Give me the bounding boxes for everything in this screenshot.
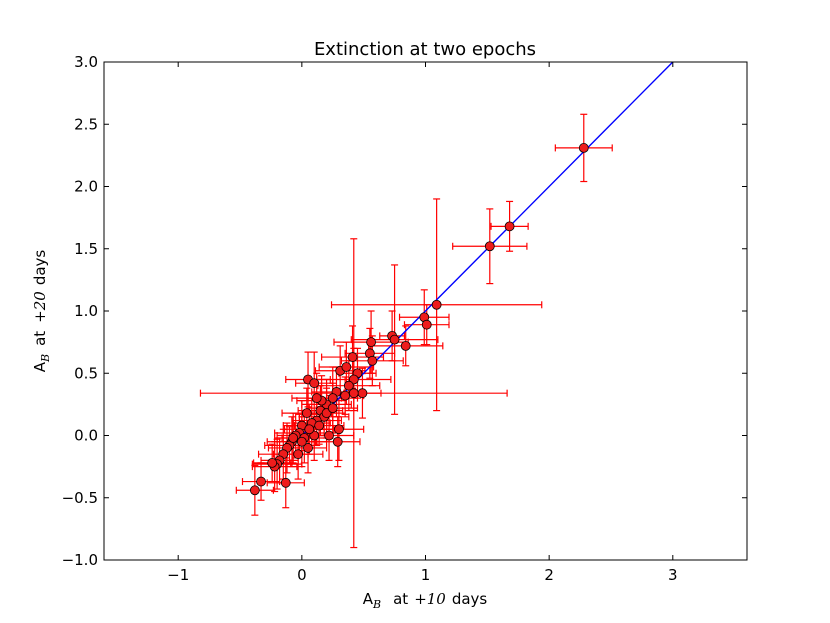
data-point: [343, 380, 354, 391]
data-point: [389, 334, 400, 345]
data-point: [256, 476, 266, 487]
y-axis-label: ABat+20days: [31, 250, 52, 373]
y-tick-label: 0.0: [74, 427, 98, 445]
data-point: [421, 319, 432, 330]
data-point: [304, 424, 315, 435]
chart-title: Extinction at two epochs: [314, 39, 536, 60]
data-point: [341, 362, 352, 372]
data-point: [309, 378, 320, 389]
y-tick-label: 1.5: [74, 240, 98, 258]
plot-area: [199, 61, 674, 549]
data-point: [340, 390, 351, 401]
data-point: [504, 221, 515, 232]
x-tick-label: 0: [297, 566, 307, 584]
data-point: [301, 408, 312, 418]
x-axis-label: AB at +10 days: [363, 590, 488, 611]
data-point: [311, 393, 322, 404]
data-point: [400, 340, 411, 351]
x-tick-label: 3: [668, 566, 678, 584]
data-point: [293, 449, 304, 460]
y-tick-label: 2.5: [74, 115, 98, 133]
x-tick-label: 2: [544, 566, 554, 584]
y-tick-label: −0.5: [62, 489, 98, 507]
data-point: [314, 420, 325, 431]
data-point: [327, 403, 338, 414]
data-point: [348, 388, 359, 399]
data-point: [431, 299, 442, 310]
data-point: [327, 393, 338, 404]
data-point: [347, 352, 358, 362]
y-tick-label: 3.0: [74, 53, 98, 71]
data-point: [484, 241, 495, 252]
x-tick-label: −1: [167, 566, 189, 584]
data-point: [267, 457, 278, 468]
data-point: [578, 143, 589, 153]
y-tick-label: 1.0: [74, 302, 98, 320]
x-tick-label: 1: [421, 566, 431, 584]
data-point: [296, 436, 307, 447]
data-point: [324, 430, 334, 441]
data-point: [303, 443, 313, 453]
data-point: [332, 436, 343, 447]
data-point: [366, 337, 376, 348]
y-tick-label: 2.0: [74, 178, 98, 196]
y-tick-label: −1.0: [62, 551, 98, 569]
data-point: [249, 485, 260, 496]
y-tick-label: 0.5: [74, 364, 98, 382]
axis-ticks: −1 0 1 2 3 −1.0 −0.5 0.0 0.5 1.0 1.5 2.0 2.5 3.0: [62, 53, 747, 584]
data-point: [357, 388, 368, 399]
data-point: [367, 355, 378, 366]
data-point: [288, 433, 299, 443]
data-point: [280, 477, 291, 488]
data-point: [334, 424, 344, 435]
